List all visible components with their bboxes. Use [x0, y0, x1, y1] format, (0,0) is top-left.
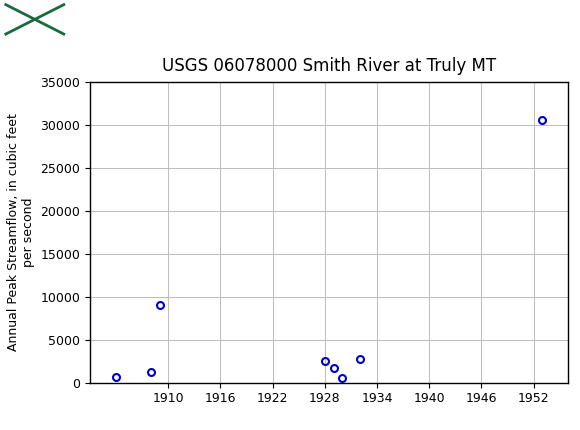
Title: USGS 06078000 Smith River at Truly MT: USGS 06078000 Smith River at Truly MT: [162, 57, 496, 74]
Text: USGS: USGS: [72, 12, 119, 27]
FancyBboxPatch shape: [6, 5, 64, 34]
Y-axis label: Annual Peak Streamflow, in cubic feet
per second: Annual Peak Streamflow, in cubic feet pe…: [7, 113, 35, 351]
